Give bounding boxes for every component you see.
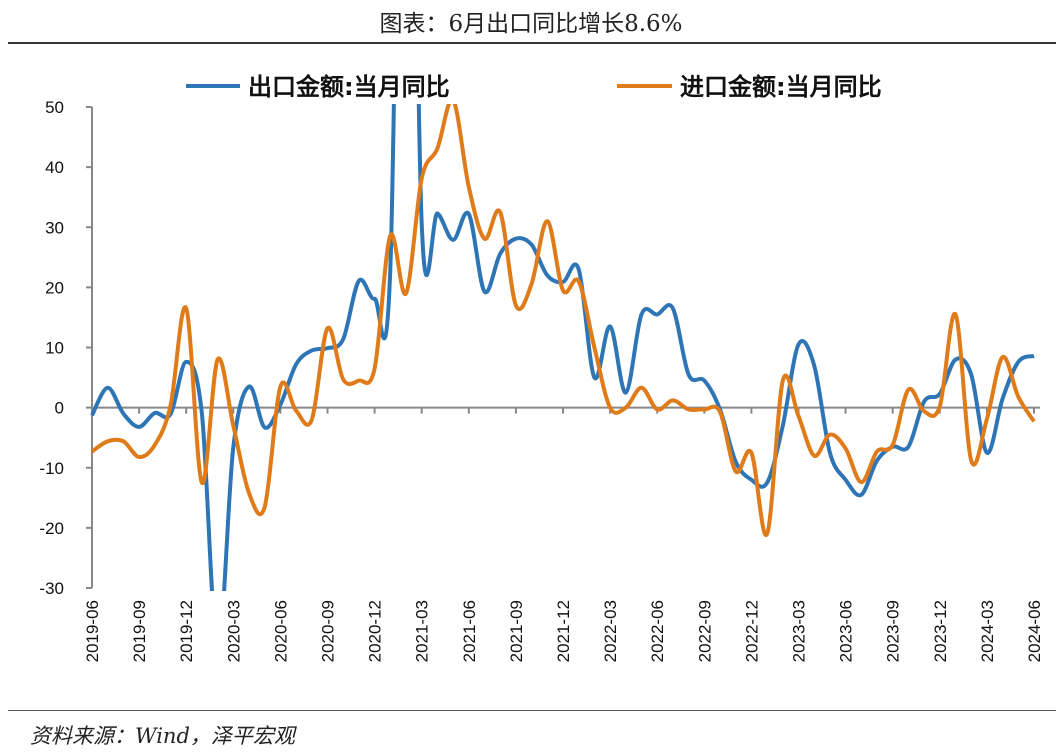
x-tick-label: 2024-03 <box>978 600 997 662</box>
x-tick-label: 2021-03 <box>413 600 432 662</box>
title-divider <box>8 42 1056 44</box>
x-tick-label: 2022-09 <box>695 600 714 662</box>
x-tick-label: 2020-03 <box>224 600 243 662</box>
x-tick-label: 2021-06 <box>460 600 479 662</box>
source-divider <box>8 710 1056 711</box>
legend-label-exports: 出口金额:当月同比 <box>248 73 450 101</box>
x-tick-label: 2019-06 <box>83 600 102 662</box>
x-tick-label: 2020-06 <box>271 600 290 662</box>
x-tick-label: 2019-09 <box>130 600 149 662</box>
x-tick-label: 2019-12 <box>177 600 196 662</box>
series-line-exports <box>90 104 1035 591</box>
y-tick-label: -20 <box>39 519 64 538</box>
x-tick-label: 2023-06 <box>837 600 856 662</box>
y-tick-label: 10 <box>45 339 64 358</box>
x-tick-label: 2023-09 <box>884 600 903 662</box>
y-tick-label: 50 <box>45 98 64 117</box>
y-tick-label: -30 <box>39 579 64 598</box>
x-tick-label: 2020-09 <box>319 600 338 662</box>
x-tick-label: 2020-12 <box>366 600 385 662</box>
x-tick-label: 2021-12 <box>554 600 573 662</box>
x-tick-label: 2022-06 <box>648 600 667 662</box>
x-tick-label: 2023-03 <box>790 600 809 662</box>
chart-title: 图表：6月出口同比增长8.6% <box>379 11 683 37</box>
x-tick-label: 2024-06 <box>1025 600 1044 662</box>
y-tick-label: 40 <box>45 158 64 177</box>
source-note: 资料来源：Wind，泽平宏观 <box>30 724 295 748</box>
y-tick-label: 0 <box>55 399 64 418</box>
y-tick-label: 30 <box>45 218 64 237</box>
y-tick-label: -10 <box>39 459 64 478</box>
x-tick-label: 2023-12 <box>931 600 950 662</box>
x-tick-label: 2021-09 <box>507 600 526 662</box>
x-tick-label: 2022-03 <box>601 600 620 662</box>
legend-label-imports: 进口金额:当月同比 <box>680 73 882 101</box>
x-tick-label: 2022-12 <box>742 600 761 662</box>
y-tick-label: 20 <box>45 278 64 297</box>
